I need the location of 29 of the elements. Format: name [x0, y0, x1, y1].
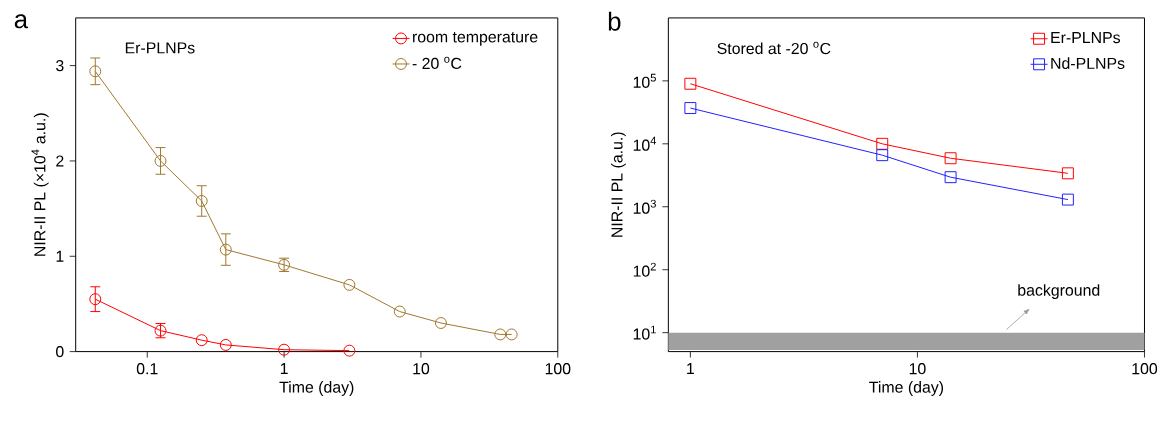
y-tick-label: 1	[56, 250, 64, 262]
y-tick-label: 2	[56, 155, 64, 167]
x-tick-label: 0.1	[136, 362, 158, 375]
y-tick-label: 10$^{3}$	[633, 199, 656, 214]
legend-label: Er-PLNPs	[1051, 31, 1121, 44]
x-tick-label: 10	[413, 362, 430, 375]
y-tick-label: 10$^{2}$	[633, 262, 656, 277]
annotation: Stored at -20 $^{o}$C	[717, 41, 831, 54]
x-tick-label: 100	[1132, 362, 1158, 375]
y-axis-title: NIR-II PL (a.u.)	[610, 132, 626, 237]
y-tick-label: 10$^{5}$	[633, 73, 656, 88]
y-tick-label: 10$^{4}$	[633, 136, 657, 151]
x-tick-label: 10	[909, 362, 926, 375]
x-axis-title: Time (day)	[869, 380, 944, 396]
text: b	[608, 11, 621, 31]
legend-label: room temperature	[413, 31, 538, 46]
x-tick-label: 1	[280, 362, 288, 374]
y-tick-label: 3	[56, 59, 64, 72]
y-tick-label: 0	[56, 345, 64, 358]
x-tick-label: 100	[545, 362, 571, 375]
text: a	[14, 14, 29, 29]
y-axis-title: NIR-II PL (×10$^{4}$ a.u.)	[31, 113, 49, 256]
legend-label: - 20 $^{o}$C	[412, 56, 462, 69]
y-tick-label: 10$^{1}$	[633, 325, 656, 340]
x-axis-title: Time (day)	[279, 380, 354, 396]
band-label: background	[1018, 283, 1100, 299]
annotation: Er-PLNPs	[125, 42, 195, 54]
legend-label: Nd-PLNPs	[1051, 57, 1125, 69]
x-tick-label: 1	[687, 362, 694, 374]
